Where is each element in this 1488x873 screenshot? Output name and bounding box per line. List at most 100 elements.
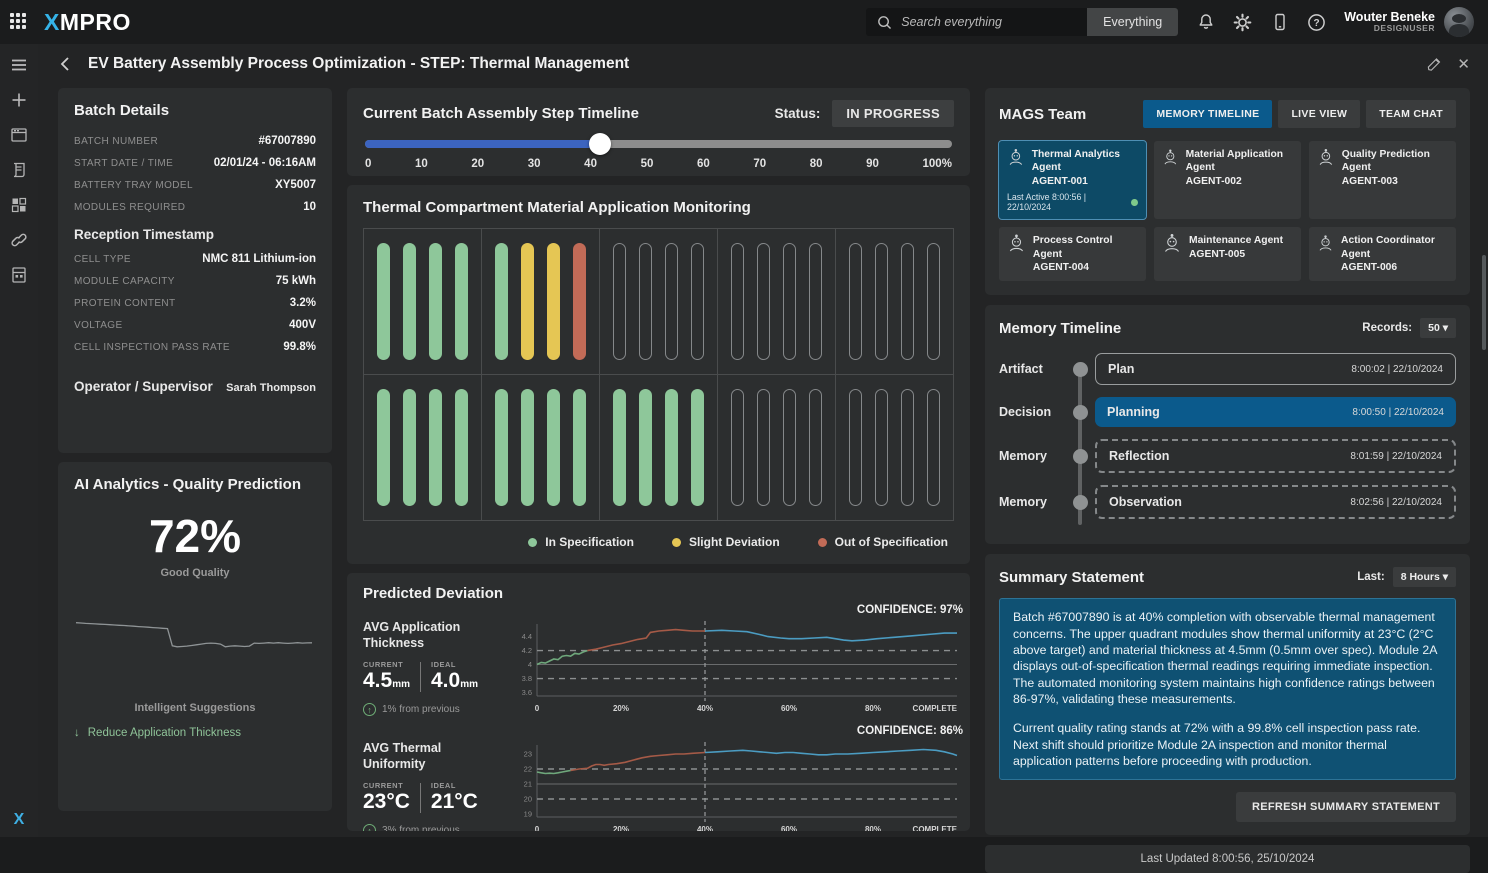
online-status-dot xyxy=(1131,199,1138,206)
divider xyxy=(420,783,421,813)
batch-detail-row: MODULE CAPACITY75 kWh xyxy=(74,275,316,287)
agent-card-agent-006[interactable]: Action Coordinator AgentAGENT-006 xyxy=(1309,227,1456,281)
calculator-icon[interactable] xyxy=(10,266,28,284)
ai-analytics-title: AI Analytics - Quality Prediction xyxy=(74,476,316,493)
tab-memory-timeline[interactable]: MEMORY TIMELINE xyxy=(1143,100,1272,128)
dashboard-icon[interactable] xyxy=(10,126,28,144)
refresh-summary-button[interactable]: REFRESH SUMMARY STATEMENT xyxy=(1236,792,1456,822)
batch-details-title: Batch Details xyxy=(74,102,316,119)
thermal-bar-in xyxy=(377,243,390,360)
thermal-title: AVG Thermal Uniformity xyxy=(363,741,503,772)
thermal-bar-empty xyxy=(849,243,862,360)
memory-card-plan[interactable]: Plan8:00:02 | 22/10/2024 xyxy=(1095,353,1456,385)
link-icon[interactable] xyxy=(10,231,28,249)
thickness-delta: ↑ 1% from previous xyxy=(363,703,503,716)
svg-text:40%: 40% xyxy=(697,825,713,831)
status-label: Status: xyxy=(775,106,821,121)
agent-card-agent-005[interactable]: Maintenance AgentAGENT-005 xyxy=(1154,227,1301,281)
thermal-bar-in xyxy=(613,389,626,506)
tab-live-view[interactable]: LIVE VIEW xyxy=(1278,100,1360,128)
thermal-bar-in xyxy=(573,389,586,506)
assembly-timeline-panel: Current Batch Assembly Step Timeline Sta… xyxy=(347,88,970,176)
last-label: Last: xyxy=(1357,571,1384,583)
module-row xyxy=(364,229,953,374)
thermal-bar-empty xyxy=(731,389,744,506)
memory-card-planning[interactable]: Planning8:00:50 | 22/10/2024 xyxy=(1095,397,1456,427)
progress-slider-thumb[interactable] xyxy=(589,133,611,155)
memory-timeline-row: MemoryObservation8:02:56 | 22/10/2024 xyxy=(999,485,1456,519)
robot-icon xyxy=(1162,234,1182,253)
agent-name: Action Coordinator Agent xyxy=(1341,234,1448,261)
agent-id: AGENT-005 xyxy=(1189,248,1283,261)
blocks-icon[interactable] xyxy=(10,196,28,214)
agent-id: AGENT-006 xyxy=(1341,261,1448,274)
agent-card-agent-001[interactable]: Thermal Analytics AgentAGENT-001Last Act… xyxy=(999,141,1146,219)
legend-item: Slight Deviation xyxy=(672,535,780,549)
timeline-title: Current Batch Assembly Step Timeline xyxy=(363,105,639,122)
agent-card-agent-003[interactable]: Quality Prediction AgentAGENT-003 xyxy=(1309,141,1456,219)
progress-slider[interactable] xyxy=(365,140,952,148)
add-icon[interactable] xyxy=(10,91,28,109)
thermal-bar-empty xyxy=(783,389,796,506)
agent-card-agent-004[interactable]: Process Control AgentAGENT-004 xyxy=(999,227,1146,281)
memory-card-reflection[interactable]: Reflection8:01:59 | 22/10/2024 xyxy=(1095,439,1456,473)
module-cell xyxy=(717,229,835,374)
summary-title: Summary Statement xyxy=(999,569,1144,586)
thermal-bar-in xyxy=(403,389,416,506)
batch-detail-row: BATCH NUMBER#67007890 xyxy=(74,135,316,147)
page-scrollbar[interactable] xyxy=(1482,255,1486,350)
module-grid xyxy=(363,228,954,521)
legend-label: In Specification xyxy=(545,535,634,549)
thermal-bar-in xyxy=(455,243,468,360)
module-cell xyxy=(717,375,835,520)
thermal-bar-empty xyxy=(665,243,678,360)
progress-slider-fill xyxy=(365,140,600,148)
suggestion-link[interactable]: ↓ Reduce Application Thickness xyxy=(74,727,316,739)
close-icon[interactable]: ✕ xyxy=(1457,57,1470,72)
memory-card-observation[interactable]: Observation8:02:56 | 22/10/2024 xyxy=(1095,485,1456,519)
slider-tick: 60 xyxy=(697,158,710,170)
detail-value: 10 xyxy=(303,201,316,213)
records-dropdown[interactable]: 50 ▾ xyxy=(1420,318,1456,338)
apps-grid-icon[interactable] xyxy=(10,13,28,31)
legend-dot xyxy=(818,538,827,547)
thermal-bar-empty xyxy=(901,243,914,360)
predicted-deviation-panel: Predicted Deviation AVG Application Thic… xyxy=(347,573,970,831)
user-menu[interactable]: Wouter Beneke DESIGNUSER xyxy=(1344,7,1474,37)
edit-icon[interactable] xyxy=(1426,57,1441,72)
thermal-delta-text: 3% from previous xyxy=(382,825,460,831)
back-button[interactable] xyxy=(58,54,78,74)
slider-tick: 70 xyxy=(753,158,766,170)
agent-card-agent-002[interactable]: Material Application AgentAGENT-002 xyxy=(1154,141,1301,219)
search-input[interactable] xyxy=(893,15,1087,29)
batch-detail-row: VOLTAGE400V xyxy=(74,319,316,331)
thermal-bar-in xyxy=(403,243,416,360)
notifications-icon[interactable] xyxy=(1196,13,1215,32)
series-actual-in-spec xyxy=(537,771,571,774)
memory-card-time: 8:02:56 | 22/10/2024 xyxy=(1350,497,1442,508)
batch-detail-row: BATTERY TRAY MODEL XY5007 xyxy=(74,179,316,191)
avatar[interactable] xyxy=(1444,7,1474,37)
detail-value: XY5007 xyxy=(275,179,316,191)
agent-header: Quality Prediction AgentAGENT-003 xyxy=(1317,148,1448,188)
detail-label: BATTERY TRAY MODEL xyxy=(74,180,193,191)
module-cell xyxy=(364,229,481,374)
tab-team-chat[interactable]: TEAM CHAT xyxy=(1366,100,1456,128)
mobile-icon[interactable] xyxy=(1270,13,1289,32)
logo-x: X xyxy=(44,9,60,35)
ideal-label: IDEAL xyxy=(431,660,478,669)
memory-card-time: 8:00:50 | 22/10/2024 xyxy=(1352,407,1444,418)
menu-icon[interactable] xyxy=(10,56,28,74)
ideal-label: IDEAL xyxy=(431,781,478,790)
agent-info: Quality Prediction AgentAGENT-003 xyxy=(1342,148,1448,188)
legend-dot xyxy=(672,538,681,547)
settings-icon[interactable] xyxy=(1233,13,1252,32)
search-scope-button[interactable]: Everything xyxy=(1087,8,1178,36)
help-icon[interactable]: ? xyxy=(1307,13,1326,32)
forms-icon[interactable] xyxy=(10,161,28,179)
module-cell xyxy=(835,229,953,374)
thickness-current-unit: mm xyxy=(392,679,410,690)
last-period-dropdown[interactable]: 8 Hours ▾ xyxy=(1393,567,1456,587)
detail-label: MODULE CAPACITY xyxy=(74,276,175,287)
memory-items: ArtifactPlan8:00:02 | 22/10/2024Decision… xyxy=(999,353,1456,519)
